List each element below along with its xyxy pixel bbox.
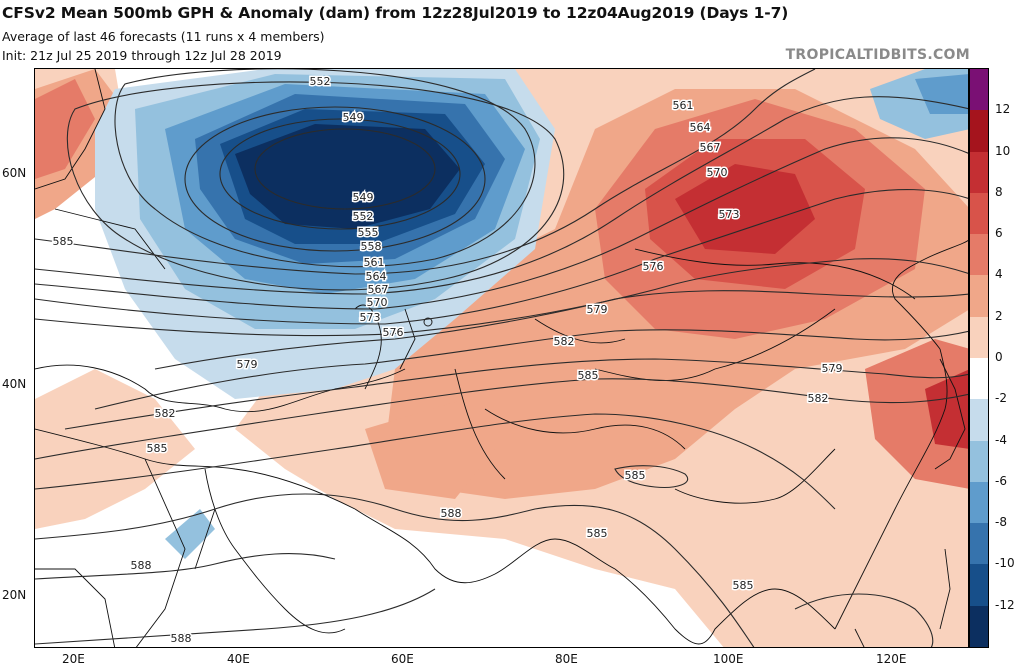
contour-label: 585 xyxy=(625,469,646,482)
anomaly-colorbar xyxy=(969,68,989,648)
colorbar-segment xyxy=(970,316,988,359)
colorbar-tick-label: -2 xyxy=(995,391,1007,406)
colorbar-tick-label: -12 xyxy=(995,597,1015,612)
lon-label-60e: 60E xyxy=(391,652,414,666)
cold-anomaly-region xyxy=(235,124,460,229)
lat-label-60n: 60N xyxy=(2,166,27,180)
contour-label: 585 xyxy=(587,527,608,540)
contour-label: 549 xyxy=(343,111,364,124)
contour-label: 582 xyxy=(155,407,176,420)
chart-title: CFSv2 Mean 500mb GPH & Anomaly (dam) fro… xyxy=(2,4,789,22)
contour-label: 570 xyxy=(707,166,728,179)
anomaly-shading xyxy=(35,69,968,647)
lat-label-20n: 20N xyxy=(2,588,27,602)
contour-label: 555 xyxy=(358,226,379,239)
colorbar-segment xyxy=(970,192,988,235)
contour-label: 552 xyxy=(310,75,331,88)
colorbar-tick-label: 8 xyxy=(995,184,1003,199)
lat-label-40n: 40N xyxy=(2,377,27,391)
chart-subtitle-forecast-average: Average of last 46 forecasts (11 runs x … xyxy=(2,29,325,44)
contour-label: 582 xyxy=(554,335,575,348)
colorbar-segment xyxy=(970,481,988,524)
contour-label: 579 xyxy=(587,303,608,316)
colorbar-tick-label: 2 xyxy=(995,308,1003,323)
warm-anomaly-region xyxy=(865,339,968,489)
contour-label: 576 xyxy=(383,326,404,339)
warm-anomaly-region xyxy=(35,79,95,179)
colorbar-segment xyxy=(970,523,988,565)
contour-label: 558 xyxy=(361,240,382,253)
contour-label: 549 xyxy=(353,191,374,204)
contour-label: 564 xyxy=(690,121,711,134)
colorbar-segment xyxy=(970,69,988,111)
map-panel: 552 549 561 564 567 570 573 549 552 555 … xyxy=(34,68,969,648)
colorbar-segment xyxy=(970,110,988,153)
contour-label: 552 xyxy=(353,210,374,223)
closed-contour-marker xyxy=(423,317,433,327)
colorbar-segment xyxy=(970,605,988,648)
colorbar-tick-label: -10 xyxy=(995,556,1015,571)
colorbar-segment xyxy=(970,399,988,442)
contour-label: 570 xyxy=(367,296,388,309)
contour-label: 573 xyxy=(360,311,381,324)
warm-anomaly-region xyxy=(925,369,968,449)
cold-anomaly-region xyxy=(165,509,215,559)
contour-label: 579 xyxy=(237,358,258,371)
colorbar-tick-label: 10 xyxy=(995,143,1011,158)
colorbar-tick-label: -8 xyxy=(995,515,1007,530)
gph-contours xyxy=(35,69,968,647)
colorbar-segment xyxy=(970,151,988,194)
colorbar-tick-label: 0 xyxy=(995,350,1003,364)
colorbar-tick-label: -6 xyxy=(995,473,1007,488)
contour-label: 585 xyxy=(733,579,754,592)
contour-label: 585 xyxy=(578,369,599,382)
coastlines xyxy=(35,69,968,647)
warm-anomaly-region xyxy=(365,399,495,499)
contour-label: 588 xyxy=(441,507,462,520)
colorbar-segment xyxy=(970,234,988,276)
cold-anomaly-region xyxy=(915,74,968,114)
colorbar-segment xyxy=(970,440,988,483)
contour-label: 588 xyxy=(171,632,192,645)
contour-label: 561 xyxy=(364,256,385,269)
contour-label: 567 xyxy=(368,283,389,296)
contour-label: 585 xyxy=(53,235,74,248)
contour-label: 573 xyxy=(719,208,740,221)
contour-label: 582 xyxy=(808,392,829,405)
contour-label: 579 xyxy=(822,362,843,375)
colorbar-segment xyxy=(970,358,988,400)
colorbar-tick-label: 6 xyxy=(995,226,1003,241)
colorbar-segment xyxy=(970,564,988,607)
colorbar-tick-label: -4 xyxy=(995,432,1007,447)
map-canvas: 552 549 561 564 567 570 573 549 552 555 … xyxy=(35,69,968,647)
colorbar-tick-label: 4 xyxy=(995,267,1003,282)
contour-label: 585 xyxy=(147,442,168,455)
colorbar-segment xyxy=(970,275,988,318)
lon-label-120e: 120E xyxy=(876,652,907,666)
colorbar-tick-label: 12 xyxy=(995,102,1011,117)
warm-anomaly-region xyxy=(675,164,815,254)
contour-label: 588 xyxy=(131,559,152,572)
contour-label: 576 xyxy=(643,260,664,273)
contour-label: 564 xyxy=(366,270,387,283)
lon-label-20e: 20E xyxy=(62,652,85,666)
contour-label: 561 xyxy=(673,99,694,112)
warm-anomaly-region xyxy=(35,369,195,529)
lon-label-80e: 80E xyxy=(555,652,578,666)
lon-label-100e: 100E xyxy=(713,652,744,666)
chart-subtitle-init-time: Init: 21z Jul 25 2019 through 12z Jul 28… xyxy=(2,48,282,63)
contour-label: 567 xyxy=(700,141,721,154)
brand-watermark: TROPICALTIDBITS.COM xyxy=(785,47,970,63)
lon-label-40e: 40E xyxy=(227,652,250,666)
contour-labels: 552 549 561 564 567 570 573 549 552 555 … xyxy=(51,74,844,647)
